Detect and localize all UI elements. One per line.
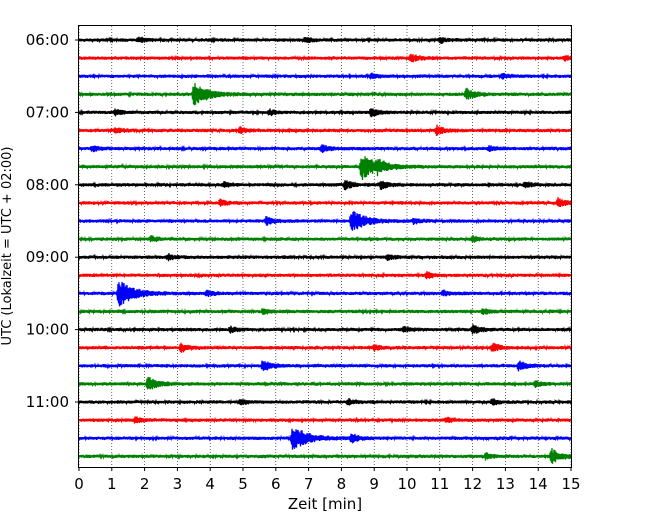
seismic-trace-0945 xyxy=(78,307,572,316)
seismic-trace-0915 xyxy=(78,271,572,280)
seismic-trace-1045 xyxy=(78,377,572,390)
seismic-trace-1000 xyxy=(78,324,572,335)
y-tick-label: 10:00 xyxy=(26,321,69,339)
x-tick-label: 10 xyxy=(397,475,416,493)
seismic-trace-1115 xyxy=(78,416,572,424)
x-tick-label: 6 xyxy=(271,475,281,493)
tick-layer: 0 1 2 3 4 5 6 7 8 9 10 11 12 13 14 1506:0007:0008:0009:… xyxy=(26,31,581,493)
x-tick-label: 11 xyxy=(430,475,449,493)
x-tick-label: 4 xyxy=(205,475,215,493)
y-tick-label: 07:00 xyxy=(26,103,69,121)
x-tick-label: 13 xyxy=(496,475,515,493)
y-axis-title: UTC (Lokalzeit = UTC + 02:00) xyxy=(0,147,15,346)
x-tick-label: 15 xyxy=(561,475,580,493)
seismic-trace-0815 xyxy=(78,197,572,207)
x-tick-label: 7 xyxy=(304,475,314,493)
plot-frame xyxy=(78,25,572,468)
x-tick-label: 8 xyxy=(337,475,347,493)
seismic-trace-1015 xyxy=(78,342,572,353)
seismic-trace-1100 xyxy=(78,397,572,406)
seismic-trace-0715 xyxy=(78,124,572,136)
trace-layer xyxy=(78,36,572,464)
y-tick-label: 11:00 xyxy=(26,393,69,411)
x-tick-label: 14 xyxy=(529,475,548,493)
x-tick-label: 1 xyxy=(107,475,117,493)
seismic-trace-0745 xyxy=(78,156,572,181)
seismic-trace-1030 xyxy=(78,360,572,372)
seismic-trace-0615 xyxy=(78,53,572,63)
x-tick-label: 12 xyxy=(463,475,482,493)
seismic-trace-1145 xyxy=(78,448,572,464)
seismic-trace-0645 xyxy=(78,83,572,106)
seismic-trace-0845 xyxy=(78,235,572,243)
seismic-trace-0900 xyxy=(78,253,572,262)
seismic-trace-0730 xyxy=(78,144,572,153)
x-tick-label: 5 xyxy=(238,475,248,493)
y-tick-label: 09:00 xyxy=(26,248,69,266)
seismic-trace-0930 xyxy=(78,281,572,307)
seismic-trace-0600 xyxy=(78,36,572,44)
seismic-trace-0630 xyxy=(78,72,572,80)
x-axis-title: Zeit [min] xyxy=(288,495,362,513)
seismic-trace-0830 xyxy=(78,211,572,231)
y-tick-label: 08:00 xyxy=(26,176,69,194)
x-tick-label: 2 xyxy=(140,475,150,493)
seismic-trace-0700 xyxy=(78,108,572,118)
y-tick-label: 06:00 xyxy=(26,31,69,49)
seismic-trace-0800 xyxy=(78,180,572,191)
seismic-trace-1130 xyxy=(78,428,572,450)
x-tick-label: 3 xyxy=(173,475,183,493)
x-tick-label: 9 xyxy=(369,475,379,493)
x-tick-label: 0 xyxy=(74,475,84,493)
